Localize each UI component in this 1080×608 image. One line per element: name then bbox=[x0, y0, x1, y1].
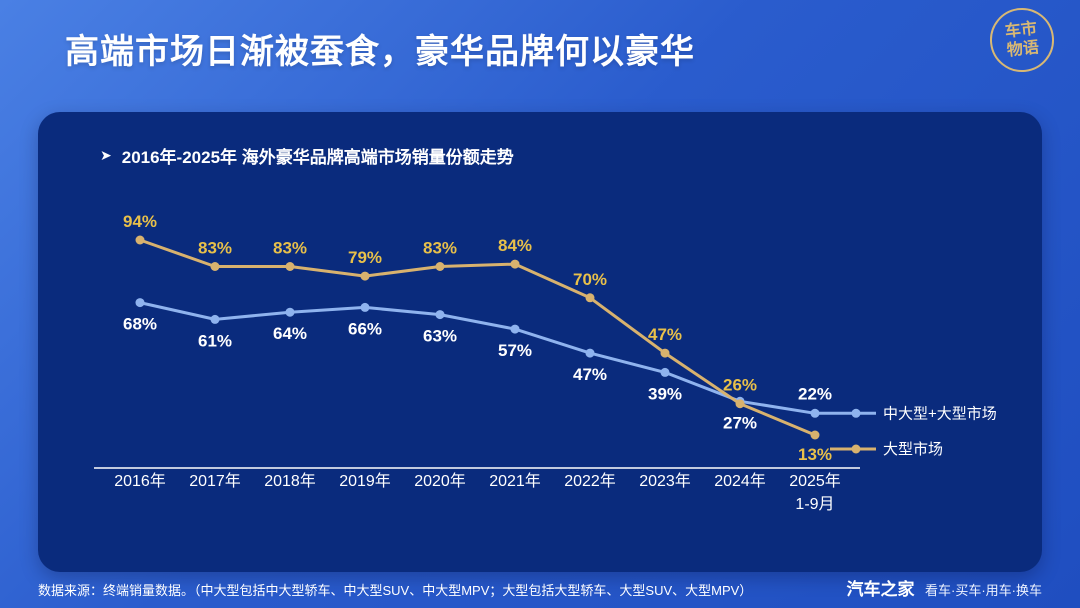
legend-dot bbox=[851, 408, 861, 418]
x-axis-label: 2020年 bbox=[414, 472, 466, 490]
x-axis-label: 2022年 bbox=[564, 472, 616, 490]
value-label: 66% bbox=[348, 319, 382, 338]
x-axis-label: 2016年 bbox=[114, 472, 166, 490]
data-point bbox=[810, 430, 820, 440]
page-title: 高端市场日渐被蚕食，豪华品牌何以豪华 bbox=[65, 33, 695, 71]
series-line bbox=[138, 301, 817, 415]
value-label: 39% bbox=[648, 384, 682, 403]
data-point bbox=[660, 348, 670, 358]
legend-dot bbox=[851, 444, 861, 454]
value-label: 83% bbox=[273, 239, 307, 258]
brand-tagline: 看车·买车·用车·换车 bbox=[925, 583, 1042, 598]
x-axis-label: 2018年 bbox=[264, 472, 316, 490]
brand-stamp-circle-icon: 车市 物语 bbox=[986, 4, 1058, 76]
value-label: 70% bbox=[573, 270, 607, 289]
value-label: 13% bbox=[798, 445, 832, 464]
value-label: 26% bbox=[723, 376, 757, 395]
value-label: 68% bbox=[123, 315, 157, 334]
data-point bbox=[435, 262, 445, 271]
value-label: 83% bbox=[423, 239, 457, 258]
chart-title: 2016年-2025年 海外豪华品牌高端市场销量份额走势 bbox=[121, 148, 514, 167]
footer: 数据来源：终端销量数据。（中大型包括中大型轿车、中大型SUV、中大型MPV；大型… bbox=[38, 575, 1042, 600]
value-label: 47% bbox=[648, 325, 682, 344]
chart-title-row: ➤ 2016年-2025年 海外豪华品牌高端市场销量份额走势 bbox=[100, 143, 514, 168]
data-point bbox=[435, 310, 445, 320]
data-point bbox=[660, 367, 670, 377]
data-point bbox=[135, 235, 145, 245]
x-axis-label: 2024年 bbox=[714, 472, 766, 490]
data-point bbox=[135, 298, 145, 308]
data-point bbox=[285, 262, 295, 271]
value-label: 64% bbox=[273, 324, 307, 343]
chart-panel: ➤ 2016年-2025年 海外豪华品牌高端市场销量份额走势 2016年 2017… bbox=[38, 112, 1042, 572]
data-point bbox=[510, 259, 520, 269]
data-point bbox=[585, 348, 595, 358]
data-point bbox=[735, 399, 745, 409]
brand-group: 汽车之家 看车·买车·用车·换车 bbox=[847, 575, 1042, 600]
value-label: 57% bbox=[498, 341, 532, 360]
x-axis-sublabel: 1-9月 bbox=[795, 496, 834, 513]
brand-stamp-logo: 车市 物语 bbox=[986, 4, 1058, 76]
value-label: 79% bbox=[348, 248, 382, 267]
line-chart: 2016年 2017年 2018年 2019年 2020年 2021年 2022年 2023年… bbox=[94, 212, 997, 513]
x-axis-label: 2021年 bbox=[489, 472, 541, 490]
data-point bbox=[285, 307, 295, 317]
data-source-note: 数据来源：终端销量数据。（中大型包括中大型轿车、中大型SUV、中大型MPV；大型… bbox=[38, 583, 753, 598]
data-point bbox=[360, 271, 370, 281]
x-axis-label: 2023年 bbox=[639, 472, 691, 490]
logo-text-line2: 物语 bbox=[1006, 39, 1040, 60]
value-label: 47% bbox=[573, 365, 607, 384]
value-label: 63% bbox=[423, 327, 457, 346]
value-label: 61% bbox=[198, 331, 232, 350]
data-point bbox=[360, 302, 370, 312]
arrow-icon: ➤ bbox=[100, 147, 112, 163]
data-point bbox=[585, 293, 595, 303]
x-axis-label: 2025年 bbox=[789, 472, 841, 490]
data-point bbox=[810, 408, 820, 418]
x-axis-label: 2017年 bbox=[189, 472, 241, 490]
value-label: 83% bbox=[198, 239, 232, 258]
data-point bbox=[210, 314, 220, 324]
value-label: 94% bbox=[123, 212, 157, 231]
series-line bbox=[138, 238, 817, 437]
value-label: 84% bbox=[498, 236, 532, 255]
x-axis-label: 2019年 bbox=[339, 472, 391, 490]
legend-label: 中大型+大型市场 bbox=[883, 405, 997, 422]
data-point bbox=[210, 262, 220, 271]
value-label: 27% bbox=[723, 413, 757, 432]
brand-name: 汽车之家 bbox=[846, 580, 915, 599]
legend-label: 大型市场 bbox=[883, 441, 943, 458]
data-point bbox=[510, 324, 520, 334]
value-label: 22% bbox=[798, 384, 832, 403]
